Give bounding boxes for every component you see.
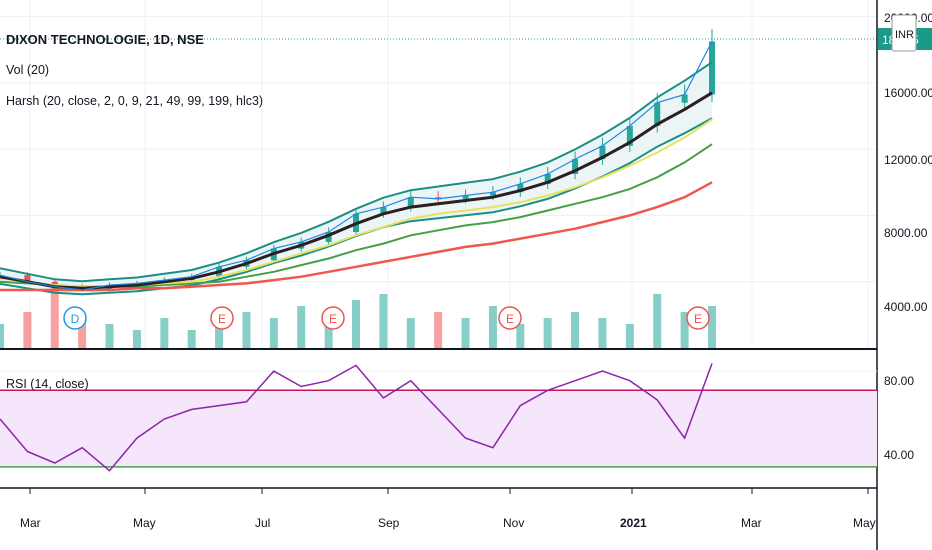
time-tick-label: Nov (503, 516, 524, 530)
time-tick-label: Mar (741, 516, 762, 530)
time-axis[interactable]: Mar May Jul Sep Nov 2021 Mar May (20, 516, 876, 530)
volume-bar (461, 318, 470, 348)
candle-body (462, 195, 469, 199)
event-marker (498, 306, 522, 330)
ma-black-line (0, 91, 713, 290)
candle-body (599, 145, 606, 160)
price-tick-label: 16000.00 (884, 86, 932, 100)
volume-bar (406, 318, 415, 348)
volume-bar (269, 318, 278, 348)
volume-bar (708, 306, 716, 348)
time-tick-label: Mar (20, 516, 41, 530)
time-tick-label: Sep (378, 516, 400, 530)
volume-bar (297, 306, 306, 348)
volume-bar (488, 306, 497, 348)
bollinger-band-area (0, 62, 712, 295)
volume-bar (598, 318, 607, 348)
time-tick-label: May (133, 516, 156, 530)
volume-bar (434, 312, 443, 348)
candle-body (325, 232, 332, 242)
volume-bar (242, 312, 251, 348)
rsi-line (0, 363, 713, 472)
rsi-tick-label: 80.00 (884, 374, 914, 388)
volume-bar (187, 330, 196, 348)
volume-bar (680, 312, 689, 348)
rsi-band-fill (0, 390, 877, 467)
price-lines (0, 41, 713, 296)
volume-bar (543, 318, 552, 348)
price-tick-label: 4000.00 (884, 300, 928, 314)
price-tick-label: 8000.00 (884, 226, 928, 240)
event-marker (63, 306, 87, 330)
price-axis[interactable]: 20000.00 16000.00 12000.00 8000.00 4000.… (884, 11, 932, 314)
volume-bar (50, 288, 59, 348)
time-tick-label: Jul (255, 516, 270, 530)
candle-body (517, 183, 524, 193)
volume-bar (105, 324, 114, 348)
volume-bar (352, 300, 360, 348)
candle-body (24, 275, 31, 282)
candle-body (489, 192, 496, 196)
currency-label: INR (895, 29, 914, 41)
volume-bar (653, 294, 662, 348)
currency-badge[interactable] (891, 14, 917, 52)
indicator-harsh-label[interactable]: Harsh (20, close, 2, 0, 9, 21, 49, 99, 1… (6, 94, 263, 108)
price-pane[interactable] (0, 0, 877, 348)
volume-bar (78, 318, 87, 348)
volume-bar (215, 324, 224, 348)
time-tick-label: May (853, 516, 876, 530)
candle-body (709, 41, 715, 95)
volume-bar (23, 312, 32, 348)
candle-body (544, 174, 551, 184)
volume-bar (324, 312, 333, 348)
volume-bar (132, 330, 141, 348)
volume-bars (0, 288, 716, 348)
ma-red-line (0, 181, 713, 292)
volume-bar (571, 312, 580, 348)
rsi-label[interactable]: RSI (14, close) (6, 377, 89, 391)
volume-bar (160, 318, 169, 348)
bollinger-fill (0, 62, 712, 295)
event-marker (210, 306, 234, 330)
event-label: E (329, 312, 337, 326)
bollinger-upper-line (0, 61, 713, 283)
symbol-title[interactable]: DIXON TECHNOLOGIE, 1D, NSE (6, 32, 204, 47)
close-line (0, 41, 713, 291)
event-label: E (218, 312, 226, 326)
candle-body (681, 94, 688, 103)
candle-body (380, 207, 387, 214)
event-marker (686, 306, 710, 330)
rsi-tick-label: 40.00 (884, 448, 914, 462)
volume-bar (0, 324, 4, 348)
event-label: E (694, 312, 702, 326)
price-tick-label: 12000.00 (884, 153, 932, 167)
event-label: E (506, 312, 514, 326)
volume-bar (625, 324, 634, 348)
candle-body (654, 102, 661, 126)
candle-body (626, 125, 633, 146)
event-marker (321, 306, 345, 330)
volume-bar (379, 294, 388, 348)
indicator-vol-label[interactable]: Vol (20) (6, 63, 49, 77)
candle-body (435, 197, 442, 200)
candle-body (572, 159, 579, 174)
volume-bar (516, 324, 525, 348)
time-tick-label-year: 2021 (620, 516, 647, 530)
candle-body (407, 197, 414, 208)
event-label: D (71, 312, 80, 326)
